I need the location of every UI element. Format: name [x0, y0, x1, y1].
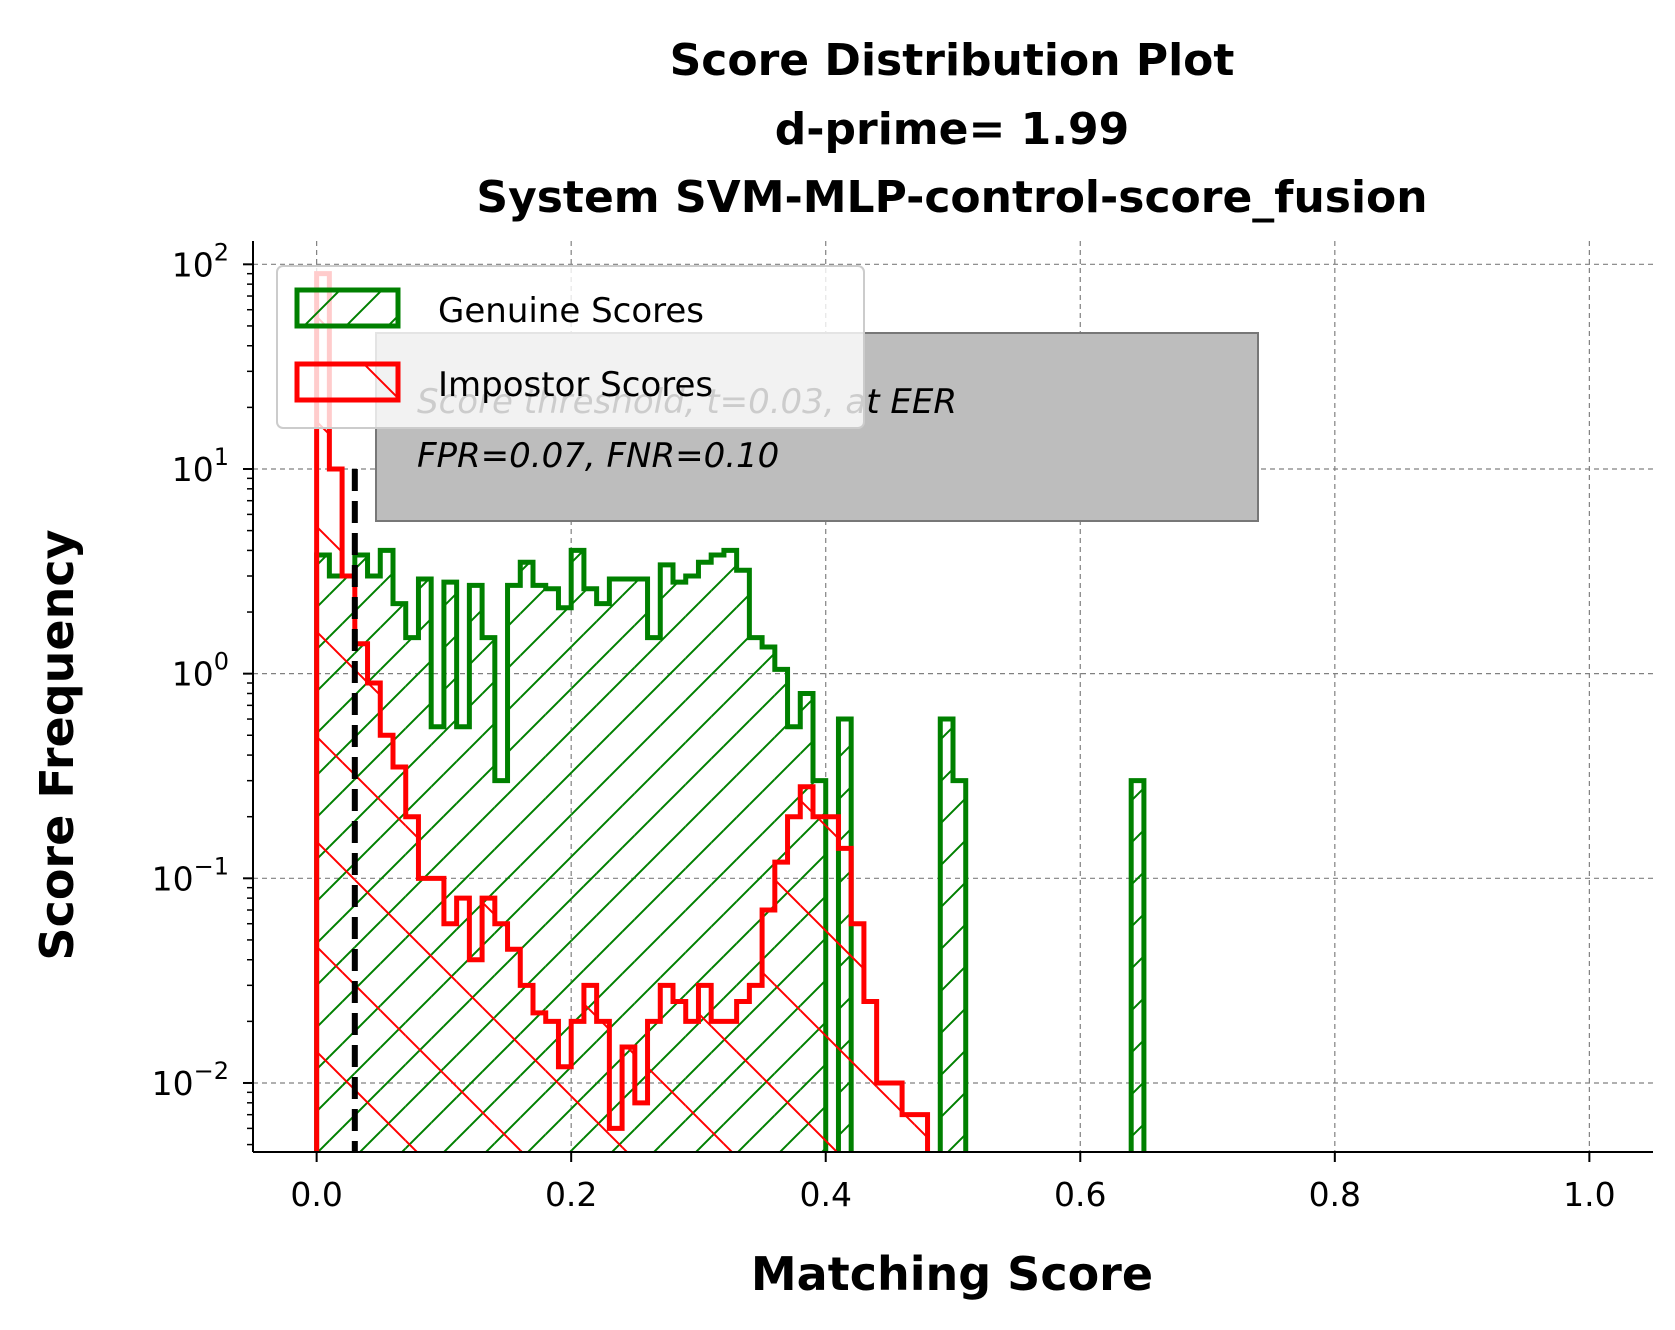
y-tick-label-3: 10−1 — [152, 852, 229, 898]
impostor-bar-23 — [609, 1128, 623, 1152]
impostor-bar-15 — [507, 949, 521, 1152]
x-tick-label-0: 0.0 — [290, 1175, 342, 1214]
impostor-bar-21 — [583, 985, 597, 1152]
impostor-bar-6 — [393, 766, 406, 1152]
x-tick-label-3: 0.6 — [1054, 1175, 1106, 1214]
genuine-outline — [314, 547, 1147, 1152]
impostor-bar-7 — [405, 816, 419, 1152]
genuine-bar-23 — [609, 579, 623, 1152]
impostor-bar-34 — [749, 985, 763, 1152]
x-axis-ticks: 0.0 0.2 0.4 0.6 0.8 1.0 — [290, 1152, 1616, 1214]
genuine-bar-24 — [622, 579, 635, 1152]
genuine-bar-17 — [533, 585, 546, 1152]
impostor-bar-10 — [443, 923, 457, 1152]
impostor-bar-20 — [571, 1021, 584, 1152]
y-axis-label: Score Frequency — [30, 529, 84, 960]
genuine-bar-64 — [1131, 780, 1144, 1152]
impostor-bar-30 — [698, 985, 712, 1152]
chart-title-line-3: System SVM-MLP-control-score_fusion — [476, 172, 1427, 223]
impostor-bar-31 — [711, 1021, 724, 1152]
chart-title-line-2: d-prime= 1.99 — [775, 104, 1129, 155]
impostor-bar-37 — [787, 816, 801, 1152]
x-tick-label-4: 0.8 — [1309, 1175, 1361, 1214]
impostor-bar-26 — [647, 1021, 661, 1152]
impostor-bar-45 — [889, 1082, 903, 1152]
impostor-bar-29 — [685, 1021, 699, 1152]
genuine-bar-32 — [723, 550, 737, 1152]
impostor-bar-25 — [634, 1102, 648, 1152]
impostor-bar-33 — [736, 1001, 750, 1152]
impostor-bar-27 — [660, 985, 673, 1152]
x-tick-label-5: 1.0 — [1563, 1175, 1615, 1214]
impostor-bar-17 — [533, 1012, 546, 1152]
genuine-bar-18 — [545, 588, 559, 1152]
impostor-bar-22 — [596, 1021, 610, 1152]
x-tick-label-1: 0.2 — [545, 1175, 597, 1214]
impostor-bar-42 — [851, 923, 864, 1152]
impostor-bar-43 — [863, 1001, 877, 1152]
x-tick-label-2: 0.4 — [799, 1175, 851, 1214]
impostor-bar-36 — [774, 862, 788, 1152]
impostor-bar-47 — [914, 1114, 928, 1152]
impostor-bar-24 — [622, 1046, 635, 1152]
genuine-bar-22 — [596, 603, 610, 1152]
genuine-bar-25 — [634, 579, 648, 1152]
chart-title-line-1: Score Distribution Plot — [670, 35, 1235, 86]
impostor-bar-2 — [342, 575, 355, 1152]
genuine-bar-50 — [953, 780, 966, 1152]
y-tick-label-0: 102 — [172, 238, 229, 284]
impostor-bar-14 — [494, 923, 508, 1152]
impostor-bar-41 — [838, 848, 852, 1152]
impostor-bar-35 — [762, 910, 775, 1152]
y-tick-label-2: 100 — [172, 648, 229, 694]
impostor-bar-46 — [902, 1114, 915, 1152]
impostor-bar-28 — [673, 1001, 686, 1152]
genuine-bar-20 — [571, 550, 584, 1152]
series-impostor — [314, 271, 931, 1152]
impostor-bar-32 — [723, 1021, 737, 1152]
annotation-line-2: FPR=0.07, FNR=0.10 — [417, 436, 779, 476]
y-axis-ticks: 102 101 100 10−1 10−2 — [152, 238, 253, 1146]
legend-label-impostor: Impostor Scores — [438, 365, 713, 405]
genuine-bar-31 — [711, 554, 724, 1152]
legend-swatch-impostor — [294, 361, 401, 403]
impostor-bar-8 — [418, 878, 432, 1152]
legend: Genuine Scores Impostor Scores — [276, 265, 865, 429]
impostor-bar-3 — [354, 643, 368, 1152]
impostor-bar-5 — [380, 735, 393, 1152]
impostor-bar-4 — [367, 683, 381, 1152]
impostor-bar-44 — [876, 1082, 890, 1152]
legend-frame — [276, 265, 865, 429]
impostor-bar-13 — [482, 898, 495, 1152]
impostor-bar-39 — [813, 816, 826, 1152]
genuine-bar-29 — [685, 575, 699, 1152]
impostor-bar-19 — [558, 1066, 572, 1152]
impostor-bar-40 — [825, 816, 839, 1152]
genuine-bar-19 — [558, 607, 572, 1152]
impostor-bar-0 — [316, 273, 330, 1152]
impostor-outline — [314, 271, 931, 1152]
legend-swatch-genuine — [294, 287, 401, 329]
x-axis-label: Matching Score — [751, 1247, 1153, 1301]
impostor-bar-1 — [329, 468, 343, 1152]
impostor-bar-18 — [545, 1021, 559, 1152]
impostor-bar-12 — [469, 959, 483, 1152]
impostor-bar-9 — [431, 878, 444, 1152]
y-tick-label-1: 101 — [172, 443, 229, 489]
legend-label-genuine: Genuine Scores — [438, 291, 704, 331]
impostor-bar-38 — [800, 786, 813, 1152]
impostor-bar-16 — [520, 985, 533, 1152]
y-tick-label-4: 10−2 — [152, 1057, 229, 1103]
genuine-bar-49 — [940, 719, 953, 1152]
histogram-bars — [314, 271, 1147, 1152]
impostor-bar-11 — [456, 898, 470, 1152]
